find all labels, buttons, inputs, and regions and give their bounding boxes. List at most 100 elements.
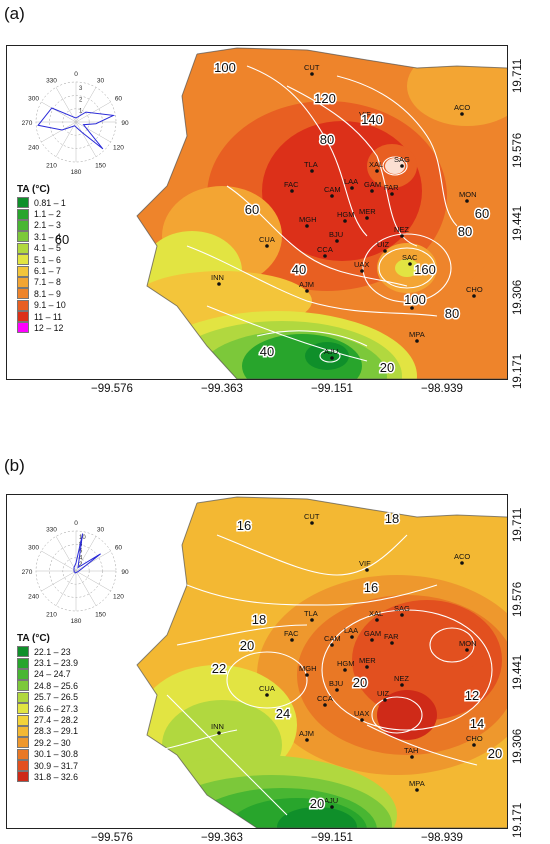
station-nez-marker — [400, 234, 404, 238]
panel-b-map: CUT VIF ACO TLA XAL SAG FAC CAM LAA GAM FAR MON MGH H… — [6, 494, 508, 829]
panel-b-legend-item: 22.1 – 23 — [17, 646, 78, 658]
station-ajm-marker — [305, 738, 309, 742]
station-cua-marker — [265, 693, 269, 697]
panel-a-map: CUT VIF ACO TLA XAL SAG FAC CAM LAA GAM FAR MON MGH H… — [6, 45, 508, 380]
station-uax-marker — [360, 718, 364, 722]
station-uiz-label: UIZ — [377, 240, 390, 249]
panel-b-legend-item: 30.1 – 30.8 — [17, 748, 79, 760]
station-laa-marker — [350, 635, 354, 639]
rose-angle-label: 210 — [46, 611, 57, 618]
station-aju-label: AJU — [324, 796, 338, 805]
station-laa-label: LAA — [344, 177, 358, 186]
rose-radius-label: 3 — [79, 86, 83, 92]
station-mer-label: MER — [359, 656, 376, 665]
panel-b-legend-item: 30.9 – 31.7 — [17, 760, 78, 772]
station-aco-marker — [460, 112, 464, 116]
station-laa-marker — [350, 186, 354, 190]
rose-radius-label: 4 — [79, 555, 83, 561]
station-cho-marker — [472, 294, 476, 298]
contour-label: 160 — [414, 262, 436, 277]
station-cho-marker — [472, 743, 476, 747]
station-mpa-marker — [415, 339, 419, 343]
station-sag-marker — [400, 613, 404, 617]
panel-a-polar-rose: 0 30 60 90 120 150 180 210 240 270 300 330 1 2 3 — [22, 71, 129, 176]
station-tla-label: TLA — [304, 160, 318, 169]
panel-b-legend-swatch — [17, 668, 29, 680]
panel-b-legend-swatch — [17, 691, 29, 703]
panel-a-legend-item: 2.1 – 3 — [17, 219, 66, 231]
contour-label: 40 — [260, 344, 274, 359]
station-cca-marker — [323, 703, 327, 707]
rose-angle-label: 90 — [121, 120, 129, 127]
panel-a-legend-item: 12 – 12 — [17, 322, 66, 334]
panel-b-legend-swatch — [17, 714, 29, 726]
panel-a-legend-swatch — [17, 219, 29, 231]
station-cam-marker — [330, 194, 334, 198]
station-nez-label: NEZ — [394, 225, 409, 234]
station-aju-marker — [330, 805, 334, 809]
panel-a-legend-item: 4.1 – 5 — [17, 242, 66, 254]
y-tick-label: 19.576 — [512, 132, 524, 168]
rose-angle-label: 150 — [95, 611, 106, 618]
station-hgm-label: HGM — [337, 210, 355, 219]
panel-a-legend-label: 12 – 12 — [34, 322, 64, 333]
station-mgh-marker — [305, 224, 309, 228]
panel-b-legend-item: 26.6 – 27.3 — [17, 703, 78, 715]
rose-angle-label: 270 — [22, 569, 33, 576]
contour-label: 120 — [314, 91, 336, 106]
station-cca-label: CCA — [317, 694, 333, 703]
station-aju-label: AJU — [324, 347, 338, 356]
panel-a-legend-swatch — [17, 311, 29, 323]
station-fac-marker — [290, 189, 294, 193]
panel-b-legend-label: 30.1 – 30.8 — [34, 749, 79, 760]
rose-angle-label: 330 — [46, 78, 57, 85]
rose-angle-label: 330 — [46, 527, 57, 534]
station-cca-label: CCA — [317, 245, 333, 254]
station-bju-label: BJU — [329, 230, 343, 239]
station-far-label: FAR — [384, 632, 399, 641]
station-cua-label: CUA — [259, 684, 275, 693]
rose-angle-label: 90 — [121, 569, 129, 576]
station-ajm-marker — [305, 289, 309, 293]
panel-a-legend-swatch — [17, 265, 29, 277]
station-bju-marker — [335, 239, 339, 243]
station-cam-label: CAM — [324, 634, 341, 643]
panel-a-legend-swatch — [17, 288, 29, 300]
station-uiz-label: UIZ — [377, 689, 390, 698]
station-vif-label: VIF — [359, 110, 371, 119]
panel-a-legend-item: 5.1 – 6 — [17, 254, 66, 266]
station-mer-label: MER — [359, 207, 376, 216]
station-mgh-marker — [305, 673, 309, 677]
panel-b-legend-swatch — [17, 737, 29, 749]
station-nez-label: NEZ — [394, 674, 409, 683]
panel-a-legend-item: 11 – 11 — [17, 311, 66, 323]
panel-b-legend-swatch — [17, 771, 29, 783]
y-tick-label: 19.711 — [512, 58, 524, 93]
y-tick-label: 19.171 — [512, 802, 524, 838]
y-tick-label: 19.306 — [512, 728, 524, 764]
station-aco-label: ACO — [454, 103, 470, 112]
station-xal-label: XAL — [369, 609, 383, 618]
panel-b-legend-label: 24 – 24.7 — [34, 669, 71, 680]
station-sac-label: SAC — [402, 253, 418, 262]
y-tick-label: 19.576 — [512, 581, 524, 617]
station-sag-label: SAG — [394, 604, 410, 613]
y-tick-label: 19.306 — [512, 279, 524, 315]
station-mgh-label: MGH — [299, 215, 317, 224]
panel-b-contour-labels: 16 18 16 18 20 22 24 20 12 14 20 20 — [210, 510, 503, 813]
station-sag-marker — [400, 164, 404, 168]
station-gam-label: GAM — [364, 180, 381, 189]
station-sag-label: SAG — [394, 155, 410, 164]
rose-angle-label: 30 — [97, 78, 105, 85]
station-far-marker — [390, 192, 394, 196]
rose-radius-label: 1 — [79, 109, 83, 115]
station-mon-marker — [465, 199, 469, 203]
panel-a-legend-label: 1.1 – 2 — [34, 209, 61, 220]
station-vif-label: VIF — [359, 559, 371, 568]
station-nez-marker — [400, 683, 404, 687]
station-mer-marker — [365, 665, 369, 669]
panel-b-legend-swatch — [17, 748, 29, 760]
